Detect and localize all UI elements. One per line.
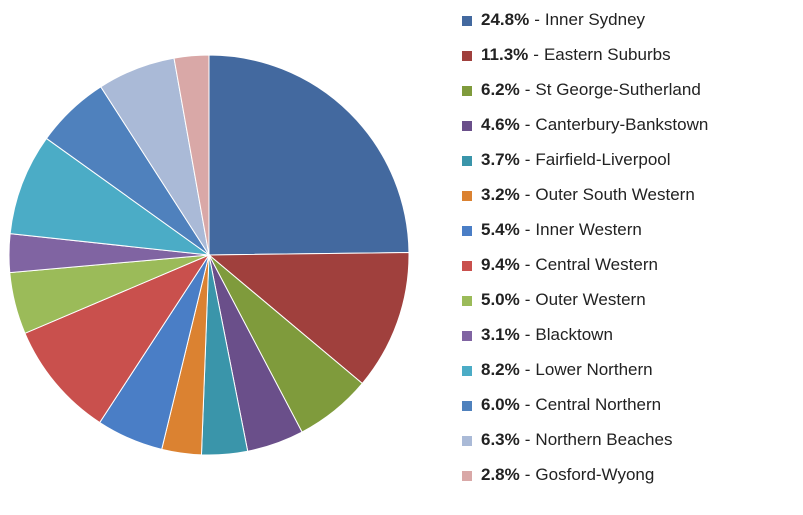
legend-percent: 24.8% — [481, 10, 529, 29]
legend-separator: - — [525, 255, 531, 274]
legend-percent: 8.2% — [481, 360, 520, 379]
legend-separator: - — [525, 465, 531, 484]
legend-label: St George-Sutherland — [535, 80, 700, 99]
legend-entry: 6.0% - Central Northern — [481, 395, 661, 414]
legend-label: Inner Western — [535, 220, 641, 239]
legend-label: Central Western — [535, 255, 658, 274]
legend-swatch — [462, 471, 472, 481]
pie-slice — [24, 253, 211, 424]
legend-separator: - — [525, 115, 531, 134]
legend-entry: 6.3% - Northern Beaches — [481, 430, 672, 449]
legend-swatch — [462, 401, 472, 411]
legend-separator: - — [525, 290, 531, 309]
legend-swatch — [462, 366, 472, 376]
legend-percent: 3.1% — [481, 325, 520, 344]
legend-entry: 5.0% - Outer Western — [481, 290, 646, 309]
legend-swatch — [462, 51, 472, 61]
pie-slice — [173, 54, 210, 256]
legend-entry: 4.6% - Canterbury-Bankstown — [481, 115, 708, 134]
legend-swatch — [462, 16, 472, 26]
legend-entry: 3.1% - Blacktown — [481, 325, 613, 344]
legend-separator: - — [525, 185, 531, 204]
legend-separator: - — [525, 325, 531, 344]
legend-swatch — [462, 261, 472, 271]
legend-label: Northern Beaches — [535, 430, 672, 449]
legend-separator: - — [525, 395, 531, 414]
legend-percent: 3.2% — [481, 185, 520, 204]
pie-slice — [9, 137, 211, 256]
legend-swatch — [462, 331, 472, 341]
legend-label: Outer South Western — [535, 185, 694, 204]
pie-slice — [207, 251, 410, 385]
legend-entry: 5.4% - Inner Western — [481, 220, 642, 239]
legend-separator: - — [525, 220, 531, 239]
legend-entry: 24.8% - Inner Sydney — [481, 10, 646, 29]
legend-percent: 2.8% — [481, 465, 520, 484]
legend-percent: 6.3% — [481, 430, 520, 449]
legend-percent: 5.0% — [481, 290, 520, 309]
legend-entry: 11.3% - Eastern Suburbs — [481, 45, 671, 64]
legend-percent: 9.4% — [481, 255, 520, 274]
legend-label: Lower Northern — [535, 360, 652, 379]
legend-entry: 6.2% - St George-Sutherland — [481, 80, 701, 99]
legend-swatch — [462, 121, 472, 131]
legend-swatch — [462, 86, 472, 96]
legend-separator: - — [525, 80, 531, 99]
legend-label: Outer Western — [535, 290, 645, 309]
legend-separator: - — [534, 10, 540, 29]
legend-percent: 6.0% — [481, 395, 520, 414]
legend-label: Eastern Suburbs — [544, 45, 671, 64]
legend-swatch — [462, 436, 472, 446]
legend-label: Canterbury-Bankstown — [535, 115, 708, 134]
legend-separator: - — [525, 360, 531, 379]
legend-entry: 9.4% - Central Western — [481, 255, 658, 274]
legend-entry: 3.2% - Outer South Western — [481, 185, 695, 204]
legend-percent: 6.2% — [481, 80, 520, 99]
legend-label: Gosford-Wyong — [535, 465, 654, 484]
legend-percent: 5.4% — [481, 220, 520, 239]
legend-swatch — [462, 156, 472, 166]
legend-separator: - — [525, 150, 531, 169]
legend-label: Central Northern — [535, 395, 661, 414]
legend-entry: 2.8% - Gosford-Wyong — [481, 465, 654, 484]
legend-label: Fairfield-Liverpool — [535, 150, 670, 169]
legend-entry: 8.2% - Lower Northern — [481, 360, 653, 379]
legend-percent: 3.7% — [481, 150, 520, 169]
legend-separator: - — [525, 430, 531, 449]
pie-slice — [208, 54, 410, 256]
legend-swatch — [462, 296, 472, 306]
legend-percent: 11.3% — [481, 45, 528, 64]
legend-label: Blacktown — [535, 325, 612, 344]
legend-label: Inner Sydney — [545, 10, 646, 29]
legend-swatch — [462, 226, 472, 236]
legend-entry: 3.7% - Fairfield-Liverpool — [481, 150, 671, 169]
legend-percent: 4.6% — [481, 115, 520, 134]
legend-swatch — [462, 191, 472, 201]
legend-separator: - — [533, 45, 539, 64]
